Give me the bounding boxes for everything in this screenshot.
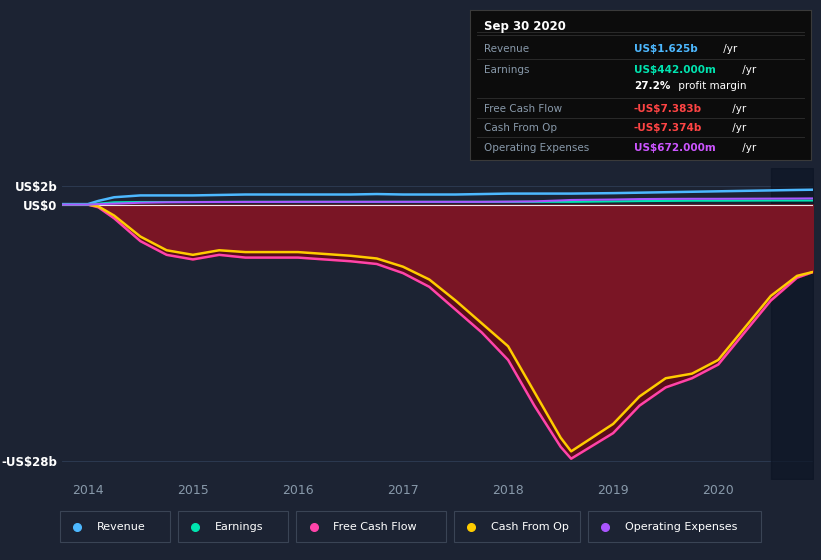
Text: US$1.625b: US$1.625b bbox=[634, 44, 698, 54]
Text: US$442.000m: US$442.000m bbox=[634, 64, 716, 74]
Text: Free Cash Flow: Free Cash Flow bbox=[484, 104, 562, 114]
Text: /yr: /yr bbox=[739, 143, 756, 152]
Text: Cash From Op: Cash From Op bbox=[491, 522, 569, 531]
Text: /yr: /yr bbox=[720, 44, 737, 54]
Text: -US$7.383b: -US$7.383b bbox=[634, 104, 702, 114]
Text: Operating Expenses: Operating Expenses bbox=[625, 522, 737, 531]
Text: Revenue: Revenue bbox=[484, 44, 530, 54]
Text: Earnings: Earnings bbox=[484, 64, 530, 74]
Text: Free Cash Flow: Free Cash Flow bbox=[333, 522, 417, 531]
Text: Operating Expenses: Operating Expenses bbox=[484, 143, 589, 152]
Text: 27.2%: 27.2% bbox=[634, 81, 671, 91]
Text: /yr: /yr bbox=[729, 104, 746, 114]
Text: US$672.000m: US$672.000m bbox=[634, 143, 716, 152]
Text: Cash From Op: Cash From Op bbox=[484, 123, 557, 133]
Text: /yr: /yr bbox=[729, 123, 746, 133]
Text: -US$7.374b: -US$7.374b bbox=[634, 123, 702, 133]
Text: Revenue: Revenue bbox=[97, 522, 145, 531]
Text: /yr: /yr bbox=[739, 64, 756, 74]
Text: profit margin: profit margin bbox=[675, 81, 746, 91]
Text: Sep 30 2020: Sep 30 2020 bbox=[484, 20, 566, 33]
Text: Earnings: Earnings bbox=[215, 522, 264, 531]
